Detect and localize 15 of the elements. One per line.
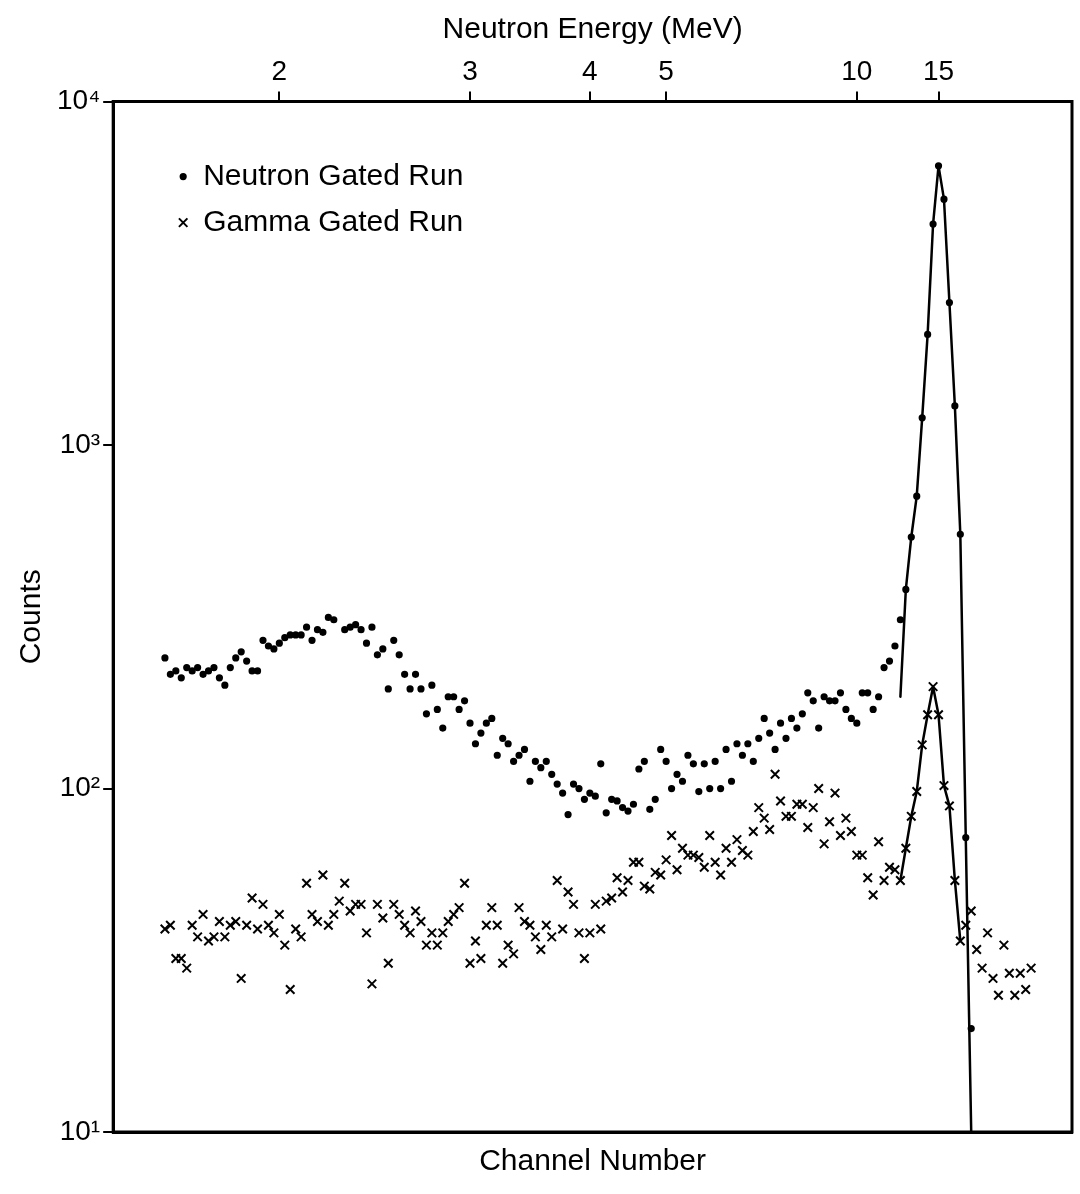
- x-tick-label: 5: [658, 54, 674, 86]
- y-tick-label: 10⁴: [56, 84, 101, 116]
- y-tick-label: 10²: [59, 771, 101, 803]
- y-axis-title: Counts: [13, 569, 47, 665]
- x-axis-title: Channel Number: [479, 1143, 706, 1177]
- x-tick-label: 3: [462, 54, 478, 86]
- x-tick-label: 15: [922, 54, 955, 86]
- x2-axis-title: Neutron Energy (MeV): [442, 11, 743, 45]
- x-tick-label: 4: [582, 54, 598, 86]
- x-tick-label: 10: [841, 54, 873, 86]
- y-tick-label: 10¹: [59, 1114, 101, 1146]
- legend-label: Gamma Gated Run: [203, 203, 464, 237]
- y-tick-label: 10³: [59, 427, 101, 459]
- legend-label: Neutron Gated Run: [203, 157, 464, 191]
- x-tick-label: 2: [271, 54, 288, 86]
